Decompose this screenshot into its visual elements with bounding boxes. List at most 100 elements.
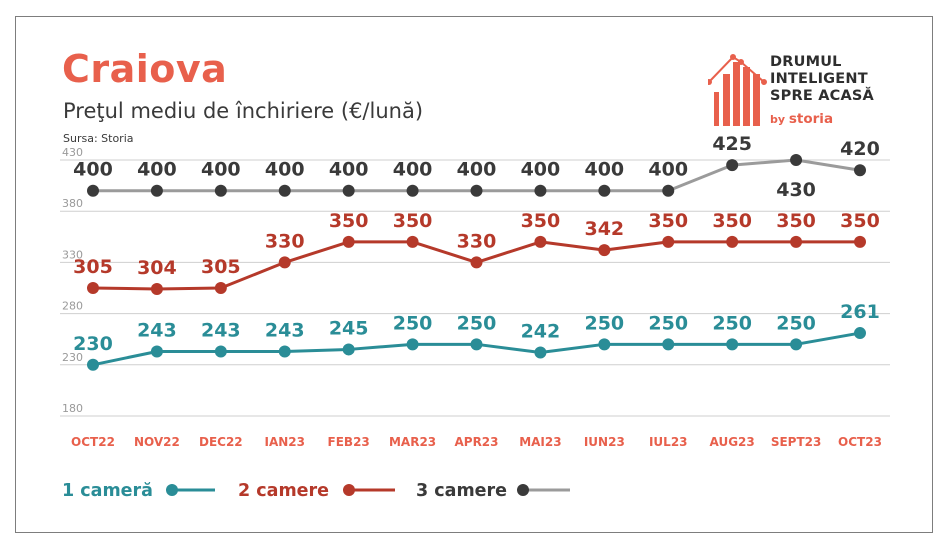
- legend-marker: [517, 484, 529, 496]
- data-point: [406, 338, 419, 351]
- data-label: 350: [712, 210, 752, 232]
- data-point: [790, 338, 803, 351]
- data-label: 250: [584, 312, 624, 334]
- x-tick-label: OCT22: [71, 435, 115, 449]
- data-label: 342: [584, 218, 624, 240]
- data-point: [278, 256, 291, 269]
- data-point: [790, 154, 803, 166]
- data-point: [534, 346, 547, 359]
- data-label: 400: [584, 159, 624, 181]
- data-point: [406, 235, 419, 248]
- data-point: [278, 345, 291, 358]
- data-label: 350: [393, 210, 433, 232]
- x-tick-label: IAN23: [265, 435, 306, 449]
- data-point: [534, 184, 547, 197]
- data-point: [150, 345, 163, 358]
- data-label: 250: [393, 312, 433, 334]
- brand-slogan: DRUMUL INTELIGENT SPRE ACASĂ: [770, 54, 874, 105]
- legend-label: 2 camere: [238, 481, 329, 501]
- brand-slogan-line-1: DRUMUL: [770, 54, 842, 70]
- chart-subtitle: Preţul mediu de închiriere (€/lună): [63, 99, 424, 123]
- data-label: 400: [137, 159, 177, 181]
- y-tick-label: 380: [62, 197, 83, 210]
- legend-marker: [166, 484, 178, 496]
- storia-house-logo-icon: [708, 54, 767, 126]
- data-point: [342, 235, 355, 248]
- data-point: [598, 244, 611, 257]
- legend-label: 3 camere: [416, 481, 507, 501]
- data-point: [726, 338, 739, 351]
- data-point: [470, 338, 483, 351]
- x-tick-label: NOV22: [134, 435, 180, 449]
- data-label: 243: [265, 319, 305, 341]
- data-label: 330: [457, 230, 497, 252]
- data-label: 400: [201, 159, 241, 181]
- data-point: [150, 184, 163, 197]
- data-point: [726, 235, 739, 248]
- y-tick-label: 330: [62, 248, 83, 261]
- data-label: 400: [521, 159, 561, 181]
- legend-marker: [343, 484, 355, 496]
- data-point: [726, 159, 739, 172]
- x-tick-label: SEPT23: [771, 435, 822, 449]
- data-point: [470, 184, 483, 197]
- data-point: [534, 235, 547, 248]
- data-point: [214, 282, 227, 294]
- data-point: [662, 338, 675, 351]
- data-point: [662, 235, 675, 248]
- x-tick-label: IUL23: [649, 435, 688, 449]
- x-tick-label: DEC22: [199, 435, 243, 449]
- data-label: 305: [73, 256, 113, 278]
- data-label: 400: [393, 159, 433, 181]
- data-label: 242: [521, 321, 561, 343]
- data-label: 250: [457, 312, 497, 334]
- data-label: 400: [457, 159, 497, 181]
- x-tick-label: APR23: [454, 435, 498, 449]
- data-label: 350: [776, 210, 816, 232]
- data-point: [854, 164, 866, 177]
- y-tick-label: 430: [62, 146, 83, 159]
- data-point: [214, 184, 227, 197]
- data-label: 350: [521, 210, 561, 232]
- data-label: 305: [201, 256, 241, 278]
- data-label: 245: [329, 317, 369, 339]
- data-point: [598, 184, 611, 197]
- x-tick-label: IUN23: [584, 435, 625, 449]
- brand-name: storia: [788, 111, 834, 127]
- data-point: [87, 282, 99, 294]
- data-label: 400: [329, 159, 369, 181]
- data-label: 250: [712, 312, 752, 334]
- data-label: 250: [776, 312, 816, 334]
- data-point: [150, 283, 163, 296]
- data-label: 400: [73, 159, 113, 181]
- brand-byline: by storia: [770, 111, 833, 127]
- data-point: [854, 235, 866, 248]
- x-tick-label: FEB23: [328, 435, 370, 449]
- brand-slogan-line-2: INTELIGENT: [770, 71, 868, 87]
- page-title: Craiova: [62, 47, 228, 91]
- data-point: [342, 343, 355, 356]
- source-note: Sursa: Storia: [63, 132, 134, 145]
- x-tick-label: AUG23: [710, 435, 755, 449]
- data-point: [87, 184, 99, 197]
- data-label: 425: [712, 133, 752, 155]
- data-point: [342, 184, 355, 197]
- data-label: 230: [73, 333, 113, 355]
- data-label: 350: [329, 210, 369, 232]
- data-point: [662, 184, 675, 197]
- data-point: [598, 338, 611, 351]
- data-point: [406, 184, 419, 197]
- data-label: 430: [776, 179, 816, 201]
- data-label: 304: [137, 257, 177, 279]
- data-label: 243: [137, 319, 177, 341]
- brand-by-word: by: [770, 113, 786, 126]
- data-label: 330: [265, 230, 305, 252]
- data-label: 350: [840, 210, 880, 232]
- data-label: 400: [648, 159, 688, 181]
- data-label: 250: [648, 312, 688, 334]
- data-point: [470, 256, 483, 269]
- data-point: [854, 327, 866, 340]
- data-label: 350: [648, 210, 688, 232]
- data-point: [790, 235, 803, 248]
